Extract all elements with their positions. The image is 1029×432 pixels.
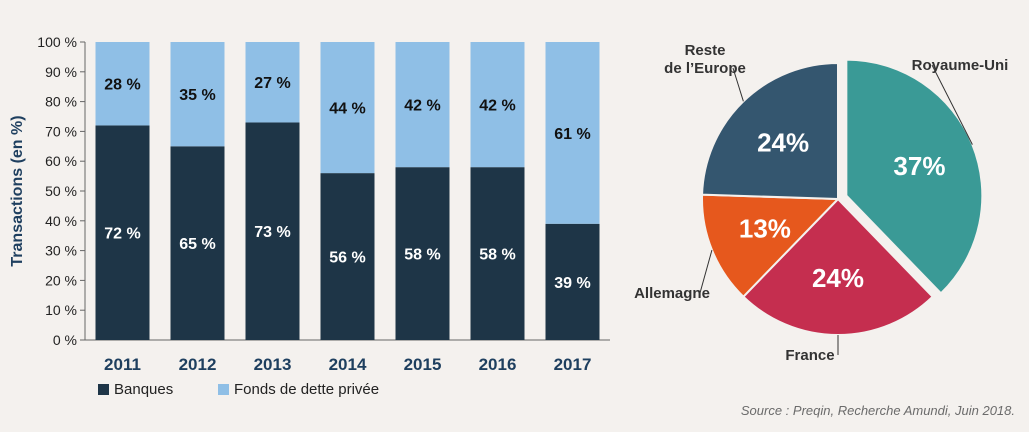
bar-fonds-2014	[320, 42, 375, 174]
data-label-fonds: 44 %	[329, 101, 365, 118]
bar-banques-2014	[320, 173, 375, 340]
x-tick-label: 2013	[254, 355, 292, 374]
pie-leader-line	[931, 64, 973, 145]
legend-swatch-fonds	[218, 384, 229, 395]
y-tick-label: 80 %	[45, 94, 77, 110]
pie-value-label: 13%	[739, 214, 791, 244]
x-tick-label: 2011	[104, 355, 141, 374]
y-tick-label: 20 %	[45, 272, 77, 288]
y-tick-label: 40 %	[45, 213, 77, 229]
y-tick-label: 10 %	[45, 302, 77, 318]
pie-category-label: Reste de l’Europe	[664, 42, 746, 77]
bar-fonds-2013	[245, 42, 300, 123]
x-tick-label: 2015	[404, 355, 442, 374]
data-label-fonds: 61 %	[554, 126, 590, 143]
legend-swatch-banques	[98, 384, 109, 395]
bar-banques-2012	[170, 146, 225, 340]
y-tick-label: 30 %	[45, 243, 77, 259]
data-label-fonds: 27 %	[254, 75, 290, 92]
pie-category-label: Royaume-Uni	[912, 57, 1009, 74]
pie-leader-line	[732, 67, 744, 102]
data-label-banques: 58 %	[404, 247, 440, 264]
bar-fonds-2017	[545, 42, 600, 224]
pie-slice-3	[701, 61, 839, 201]
y-tick-label: 90 %	[45, 64, 77, 80]
y-tick-label: 100 %	[37, 34, 77, 50]
pie-value-label: 37%	[893, 151, 945, 181]
pie-value-label: 24%	[757, 127, 809, 157]
x-tick-label: 2012	[179, 355, 217, 374]
legend-label-banques: Banques	[114, 381, 173, 398]
data-label-banques: 58 %	[479, 247, 515, 264]
data-label-banques: 56 %	[329, 250, 365, 267]
legend-label-fonds: Fonds de dette privée	[234, 381, 379, 398]
data-label-banques: 73 %	[254, 224, 290, 241]
x-tick-label: 2014	[329, 355, 367, 374]
bar-banques-2017	[545, 223, 600, 340]
data-label-fonds: 42 %	[479, 98, 515, 115]
data-label-banques: 39 %	[554, 275, 590, 292]
pie-leader-line	[699, 249, 713, 294]
pie-category-label: France	[785, 347, 834, 364]
data-label-fonds: 28 %	[104, 77, 140, 94]
bar-fonds-2016	[470, 42, 525, 168]
bar-banques-2013	[245, 122, 300, 341]
data-label-fonds: 35 %	[179, 87, 215, 104]
bar-fonds-2011	[95, 42, 150, 126]
bar-banques-2011	[95, 125, 150, 340]
pie-value-label: 24%	[812, 263, 864, 293]
source-note: Source : Preqin, Recherche Amundi, Juin …	[740, 403, 1015, 418]
bar-fonds-2012	[170, 42, 225, 147]
pie-category-label: Allemagne	[634, 285, 710, 302]
data-label-banques: 72 %	[104, 226, 140, 243]
data-label-fonds: 42 %	[404, 98, 440, 115]
x-tick-label: 2017	[554, 355, 592, 374]
y-tick-label: 60 %	[45, 153, 77, 169]
y-tick-label: 70 %	[45, 123, 77, 139]
bar-fonds-2015	[395, 42, 450, 168]
y-axis-title: Transactions (en %)	[9, 115, 26, 266]
data-label-banques: 65 %	[179, 236, 215, 253]
x-tick-label: 2016	[479, 355, 517, 374]
y-tick-label: 0 %	[53, 332, 77, 348]
y-tick-label: 50 %	[45, 183, 77, 199]
bar-banques-2016	[470, 167, 525, 340]
bar-banques-2015	[395, 167, 450, 340]
